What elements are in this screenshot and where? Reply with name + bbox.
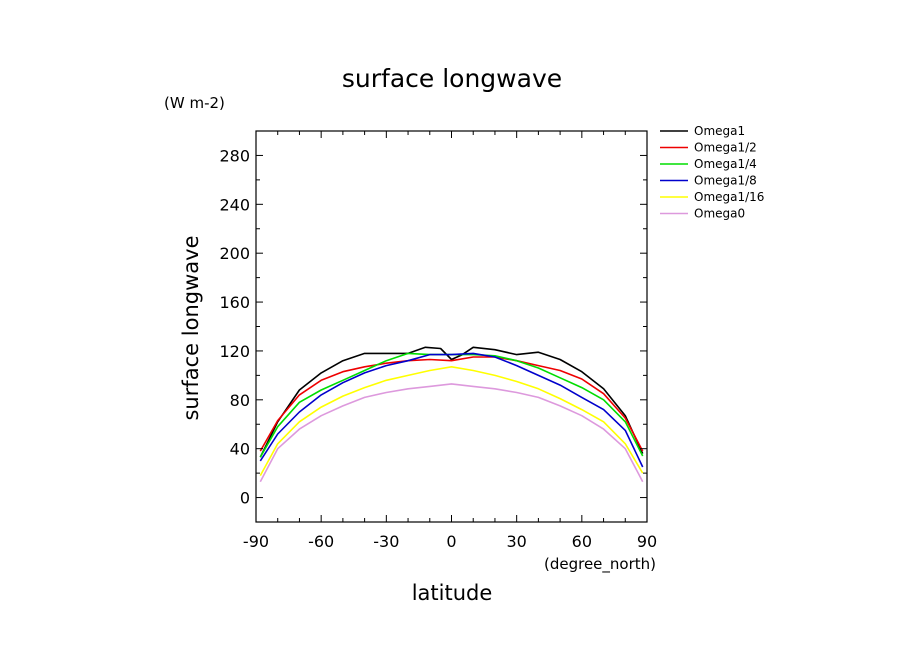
legend-label-5: Omega0: [694, 207, 745, 221]
series-layer: [259, 346, 644, 483]
y-tick-label: 80: [230, 391, 250, 410]
chart-title: surface longwave: [342, 64, 562, 93]
y-units-label: (W m-2): [164, 94, 225, 112]
series-line-5: [259, 383, 644, 483]
x-axis-label: latitude: [412, 581, 493, 605]
legend-label-3: Omega1/8: [694, 174, 757, 188]
series-line-4: [259, 366, 644, 476]
series-line-3: [259, 352, 644, 468]
x-tick-label: -30: [373, 532, 399, 551]
legend-label-1: Omega1/2: [694, 141, 757, 155]
legend: Omega1 Omega1/2 Omega1/4 Omega1/8 Omega1/16 O…: [660, 124, 764, 221]
y-tick-label: 40: [230, 440, 250, 459]
y-tick-label: 0: [240, 489, 250, 508]
axes-layer: -90 -60 -30 0 30 60 90 0 40 80 120 160 200 240 280: [219, 130, 657, 551]
x-tick-label: -60: [308, 532, 334, 551]
y-tick-label: 240: [219, 195, 250, 214]
x-tick-label: 30: [506, 532, 526, 551]
x-tick-label: 0: [446, 532, 456, 551]
y-tick-label: 200: [219, 244, 250, 263]
y-tick-label: 280: [219, 146, 250, 165]
x-tick-label: 60: [572, 532, 592, 551]
x-units-label: (degree_north): [544, 555, 656, 574]
legend-label-4: Omega1/16: [694, 190, 764, 204]
x-tick-label: -90: [243, 532, 269, 551]
y-tick-label: 160: [219, 293, 250, 312]
series-line-0: [259, 346, 644, 458]
y-axis-label: surface longwave: [179, 235, 203, 420]
series-line-1: [259, 356, 644, 452]
plot-frame: [255, 130, 648, 523]
x-tick-label: 90: [637, 532, 657, 551]
legend-label-0: Omega1: [694, 124, 745, 138]
legend-label-2: Omega1/4: [694, 157, 757, 171]
series-line-2: [259, 352, 644, 458]
y-tick-label: 120: [219, 342, 250, 361]
